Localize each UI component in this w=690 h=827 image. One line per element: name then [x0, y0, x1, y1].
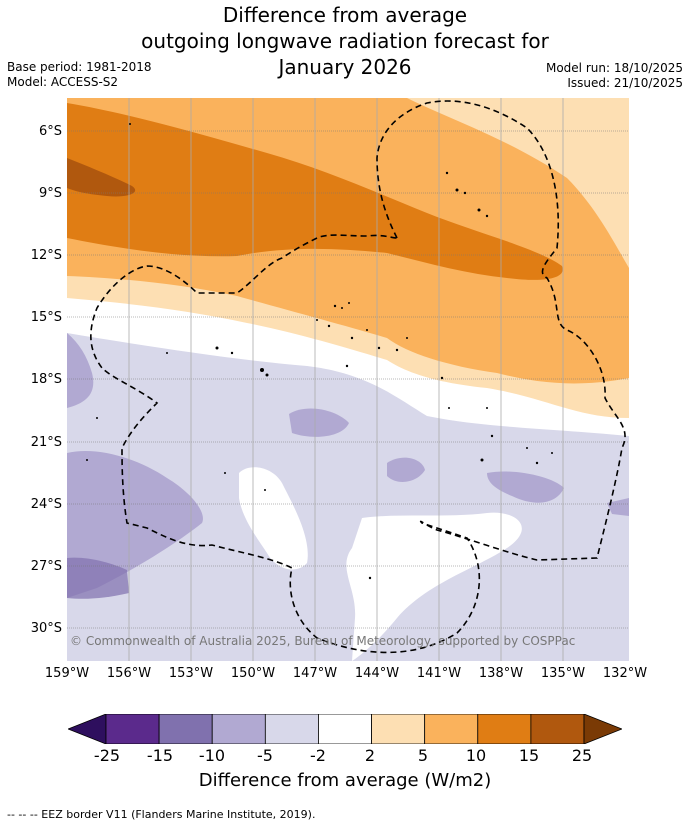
cb-label-m5: -5 [257, 746, 273, 765]
lat-tick-15s: 15°S [30, 310, 62, 325]
eez-footnote: -- -- -- EEZ border V11 (Flanders Marine… [7, 808, 316, 821]
chart-title: Difference from average outgoing longwav… [0, 2, 690, 80]
base-period: Base period: 1981-2018 [7, 60, 152, 74]
lat-tick-27s: 27°S [30, 559, 62, 574]
lon-tick-156w: 156°W [106, 666, 152, 681]
title-line-3: January 2026 [278, 55, 412, 79]
lon-tick-159w: 159°W [44, 666, 90, 681]
cb-label-p10: 10 [465, 746, 487, 765]
region-neg-moderate-3 [387, 457, 425, 482]
anomaly-map [67, 98, 629, 661]
lon-tick-150w: 150°W [230, 666, 276, 681]
colorbar-swatch-7 [477, 714, 532, 744]
cb-label-p15: 15 [518, 746, 540, 765]
lon-tick-153w: 153°W [168, 666, 214, 681]
model-run: Model run: 18/10/2025 [545, 61, 683, 75]
lat-tick-12s: 12°S [30, 248, 62, 263]
colorbar [68, 714, 622, 744]
cb-label-p25: 25 [571, 746, 593, 765]
meta-left: Base period: 1981-2018 Model: ACCESS-S2 [7, 60, 152, 90]
grid-lines [67, 130, 629, 629]
cb-label-p5: 5 [417, 746, 429, 765]
region-neg-moderate-6 [607, 498, 629, 516]
lat-tick-9s: 9°S [38, 186, 62, 201]
map-svg [67, 98, 629, 661]
region-pos-very-strong [67, 158, 136, 197]
colorbar-swatch-0 [105, 714, 160, 744]
lat-tick-21s: 21°S [30, 435, 62, 450]
cb-label-p2: 2 [364, 746, 376, 765]
issued-date: Issued: 21/10/2025 [567, 76, 683, 90]
lat-tick-18s: 18°S [30, 372, 62, 387]
region-neg-moderate-5 [67, 333, 94, 408]
title-line-1: Difference from average [222, 3, 468, 27]
lat-tick-30s: 30°S [30, 621, 62, 636]
region-neg-moderate-2 [289, 408, 349, 437]
region-neg-weak [67, 333, 629, 661]
colorbar-swatch-2 [211, 714, 266, 744]
lon-tick-144w: 144°W [354, 666, 400, 681]
cb-label-m25: -25 [93, 746, 121, 765]
region-neutral-hole-2 [346, 512, 522, 661]
colorbar-swatch-8 [530, 714, 585, 744]
colorbar-extend-high [583, 714, 622, 744]
cb-label-m2: -2 [310, 746, 326, 765]
region-neg-strong [67, 557, 129, 599]
meridian-lines [128, 98, 564, 661]
cb-label-m10: -10 [198, 746, 226, 765]
colorbar-swatch-4 [318, 714, 372, 744]
lon-tick-135w: 135°W [540, 666, 586, 681]
lat-tick-6s: 6°S [38, 124, 62, 139]
islands [86, 123, 553, 580]
model-name: Model: ACCESS-S2 [7, 75, 119, 89]
meta-right: Model run: 18/10/2025 Issued: 21/10/2025 [546, 61, 683, 91]
title-line-2: outgoing longwave radiation forecast for [141, 29, 549, 53]
copyright-credit: © Commonwealth of Australia 2025, Bureau… [70, 634, 576, 648]
lon-tick-138w: 138°W [478, 666, 524, 681]
colorbar-extend-low [68, 714, 107, 744]
lon-tick-132w: 132°W [602, 666, 648, 681]
colorbar-swatch-3 [264, 714, 319, 744]
lon-tick-141w: 141°W [416, 666, 462, 681]
colorbar-swatch-5 [371, 714, 426, 744]
colorbar-swatch-6 [424, 714, 479, 744]
colorbar-swatch-1 [158, 714, 213, 744]
lon-tick-147w: 147°W [292, 666, 338, 681]
colorbar-title: Difference from average (W/m2) [198, 770, 492, 791]
region-neg-moderate-4 [487, 471, 564, 503]
cb-label-m15: -15 [146, 746, 174, 765]
region-neutral-hole-1 [239, 467, 308, 570]
eez-borders [90, 100, 626, 654]
lat-tick-24s: 24°S [30, 497, 62, 512]
